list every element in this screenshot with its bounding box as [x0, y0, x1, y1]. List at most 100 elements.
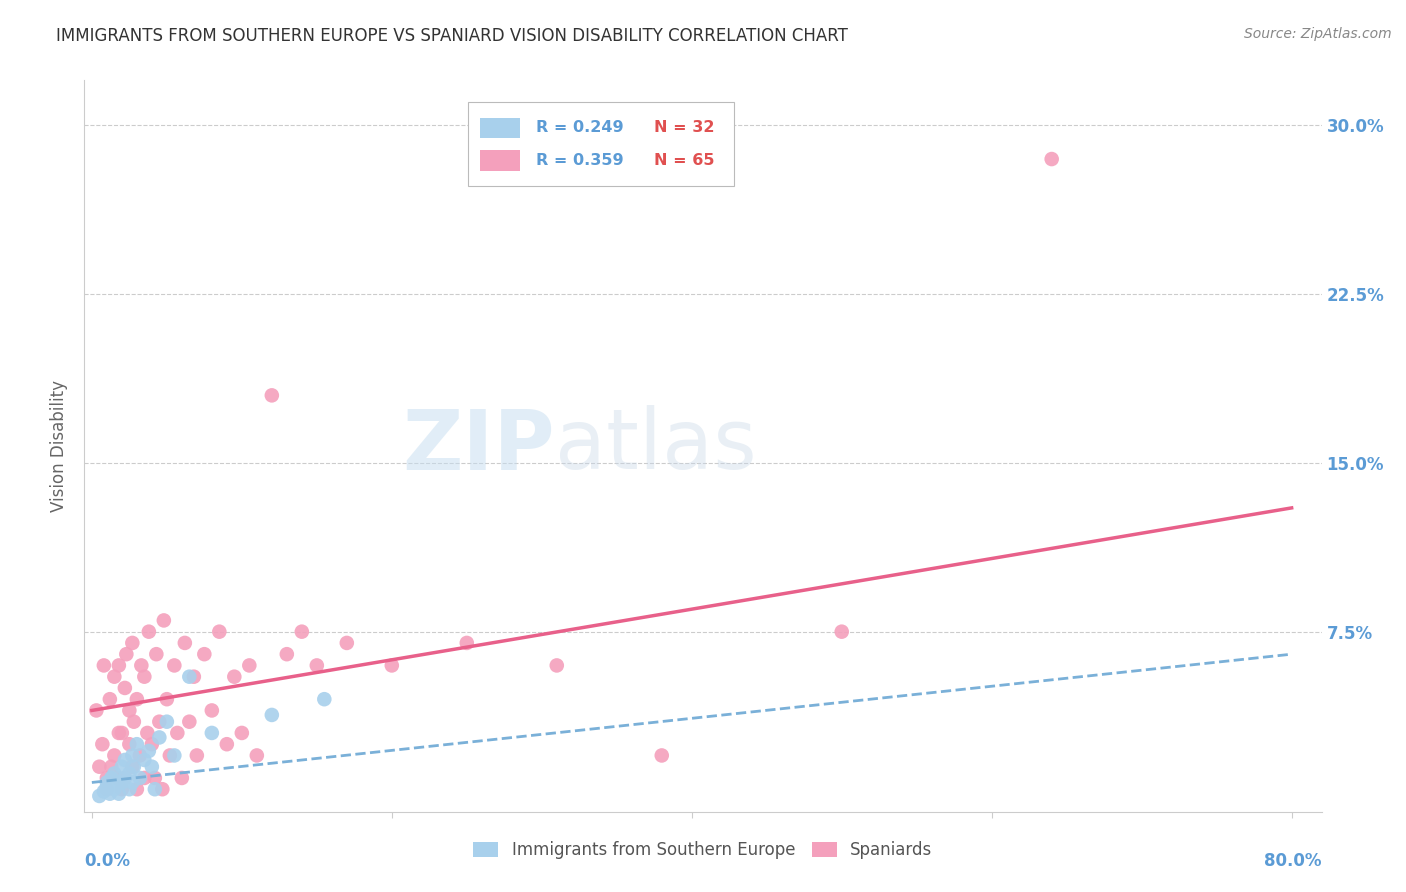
Point: [148, 731, 170, 745]
FancyBboxPatch shape: [468, 103, 734, 186]
Text: N = 32: N = 32: [654, 120, 714, 136]
Point: [143, 771, 166, 785]
Point: [108, 726, 131, 740]
Point: [651, 748, 673, 763]
Point: [179, 670, 201, 684]
Point: [121, 760, 143, 774]
Text: IMMIGRANTS FROM SOUTHERN EUROPE VS SPANIARD VISION DISABILITY CORRELATION CHART: IMMIGRANTS FROM SOUTHERN EUROPE VS SPANI…: [56, 27, 848, 45]
Text: ZIP: ZIP: [402, 406, 554, 486]
Point: [100, 760, 122, 774]
Point: [246, 748, 269, 763]
Point: [141, 737, 163, 751]
Point: [114, 771, 136, 785]
Point: [96, 782, 118, 797]
Point: [136, 726, 159, 740]
Point: [125, 782, 148, 797]
Point: [114, 753, 136, 767]
Point: [134, 753, 156, 767]
Point: [86, 703, 108, 717]
Point: [111, 760, 134, 774]
Point: [193, 647, 215, 661]
Point: [141, 760, 163, 774]
Point: [208, 624, 231, 639]
Point: [156, 714, 179, 729]
Point: [125, 692, 148, 706]
Point: [831, 624, 853, 639]
Point: [93, 658, 115, 673]
Point: [93, 784, 115, 798]
Point: [138, 744, 160, 758]
Text: 0.0%: 0.0%: [84, 852, 131, 870]
Point: [103, 748, 125, 763]
Point: [96, 771, 118, 785]
Point: [118, 737, 141, 751]
Point: [138, 624, 160, 639]
Point: [179, 714, 201, 729]
Point: [170, 771, 193, 785]
Point: [100, 771, 122, 785]
Text: atlas: atlas: [554, 406, 756, 486]
Point: [291, 624, 314, 639]
Text: R = 0.249: R = 0.249: [536, 120, 624, 136]
Text: R = 0.359: R = 0.359: [536, 153, 624, 169]
Point: [111, 726, 134, 740]
Point: [121, 748, 143, 763]
Point: [215, 737, 238, 751]
Point: [224, 670, 246, 684]
Point: [186, 748, 208, 763]
Point: [89, 789, 111, 803]
Point: [103, 766, 125, 780]
Point: [336, 636, 359, 650]
Point: [260, 388, 283, 402]
Point: [183, 670, 205, 684]
Point: [108, 658, 131, 673]
Point: [163, 658, 186, 673]
Point: [156, 692, 179, 706]
Point: [114, 771, 136, 785]
Point: [96, 780, 118, 794]
Point: [108, 787, 131, 801]
Point: [121, 775, 143, 789]
Point: [131, 658, 153, 673]
FancyBboxPatch shape: [481, 118, 520, 138]
Point: [173, 636, 195, 650]
Point: [314, 692, 336, 706]
Point: [201, 726, 224, 740]
Text: Source: ZipAtlas.com: Source: ZipAtlas.com: [1244, 27, 1392, 41]
Text: N = 65: N = 65: [654, 153, 714, 169]
Text: 80.0%: 80.0%: [1264, 852, 1322, 870]
Y-axis label: Vision Disability: Vision Disability: [51, 380, 69, 512]
Point: [111, 775, 134, 789]
Point: [159, 748, 181, 763]
Point: [231, 726, 253, 740]
Point: [103, 782, 125, 797]
Point: [118, 766, 141, 780]
Point: [166, 726, 188, 740]
Point: [115, 647, 138, 661]
Point: [456, 636, 478, 650]
Point: [163, 748, 186, 763]
Point: [104, 778, 127, 792]
Point: [150, 782, 173, 797]
Point: [134, 771, 156, 785]
Point: [105, 771, 128, 785]
Point: [128, 748, 150, 763]
Point: [91, 737, 114, 751]
Point: [381, 658, 404, 673]
Point: [121, 636, 143, 650]
Point: [201, 703, 224, 717]
Point: [1040, 152, 1063, 166]
Point: [260, 708, 283, 723]
Point: [98, 692, 121, 706]
Point: [89, 760, 111, 774]
Point: [114, 681, 136, 695]
Point: [118, 703, 141, 717]
Point: [122, 714, 145, 729]
Point: [111, 782, 134, 797]
Point: [145, 647, 167, 661]
Point: [134, 670, 156, 684]
Point: [103, 670, 125, 684]
Point: [148, 714, 170, 729]
Point: [128, 771, 150, 785]
Point: [546, 658, 568, 673]
